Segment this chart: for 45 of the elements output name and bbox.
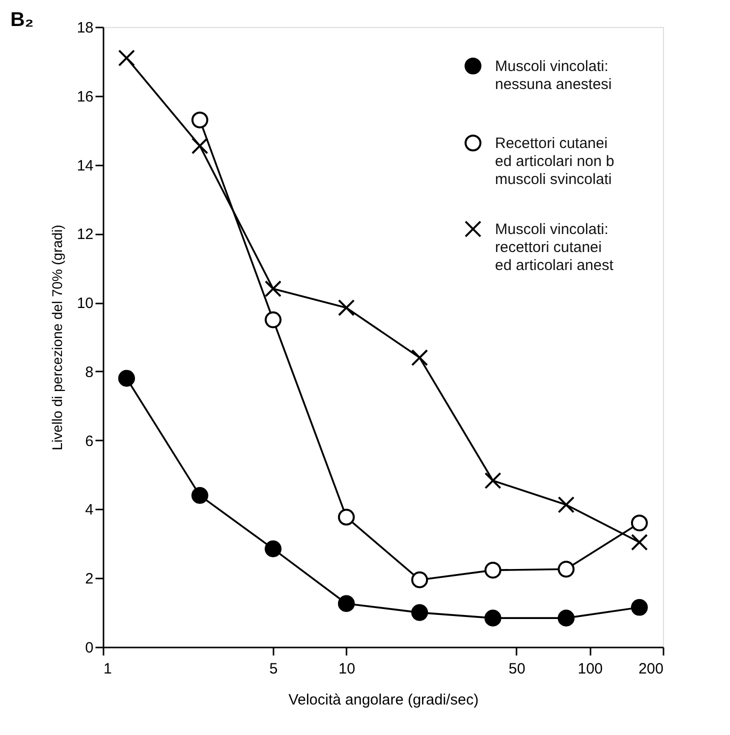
point [411, 349, 428, 366]
point [338, 299, 355, 316]
point [264, 311, 282, 328]
y-axis-title: Livello di percezione del 70% (gradi) [48, 224, 65, 450]
x-axis-title: Velocità angolare (gradi/sec) [288, 692, 479, 708]
point [411, 571, 428, 588]
legend-label: Muscoli vincolati: recettori cutanei ed articolari anest [495, 221, 614, 274]
point [558, 496, 575, 514]
point [484, 610, 502, 626]
point [484, 562, 502, 579]
chart-title: B₂ [10, 9, 34, 31]
point [631, 534, 648, 551]
point [484, 472, 502, 490]
x-tick-label: 200 [638, 660, 664, 678]
x-tick-label: 100 [578, 660, 603, 678]
point [118, 370, 135, 387]
y-tick-label: 10 [76, 295, 94, 312]
point [264, 280, 282, 298]
point [264, 540, 282, 558]
point [191, 137, 208, 154]
point [411, 604, 428, 621]
y-tick-label: 2 [85, 570, 94, 588]
point [558, 610, 575, 626]
y-tick-label: 0 [85, 640, 94, 656]
point [338, 508, 355, 526]
y-tick-label: 16 [76, 88, 94, 106]
point [631, 514, 648, 532]
legend-label: Muscoli vincolati: nessuna anestesi [495, 58, 612, 93]
x-tick-label: 1 [104, 660, 112, 678]
y-tick-label: 12 [76, 226, 94, 244]
point [191, 112, 208, 128]
x-tick-label: 10 [338, 660, 356, 678]
point [118, 50, 135, 66]
point [631, 598, 648, 616]
y-tick-label: 18 [76, 20, 94, 36]
y-tick-label: 6 [85, 432, 94, 450]
point [191, 487, 208, 504]
point [558, 560, 575, 578]
y-tick-label: 14 [76, 157, 94, 174]
point [338, 595, 355, 612]
y-tick-label: 8 [85, 364, 94, 381]
x-tick-label: 5 [269, 660, 278, 678]
legend-label: Recettori cutanei ed articolari non b muscoli svincolati [495, 135, 614, 188]
y-tick-label: 4 [85, 502, 94, 519]
x-tick-label: 50 [508, 660, 526, 678]
